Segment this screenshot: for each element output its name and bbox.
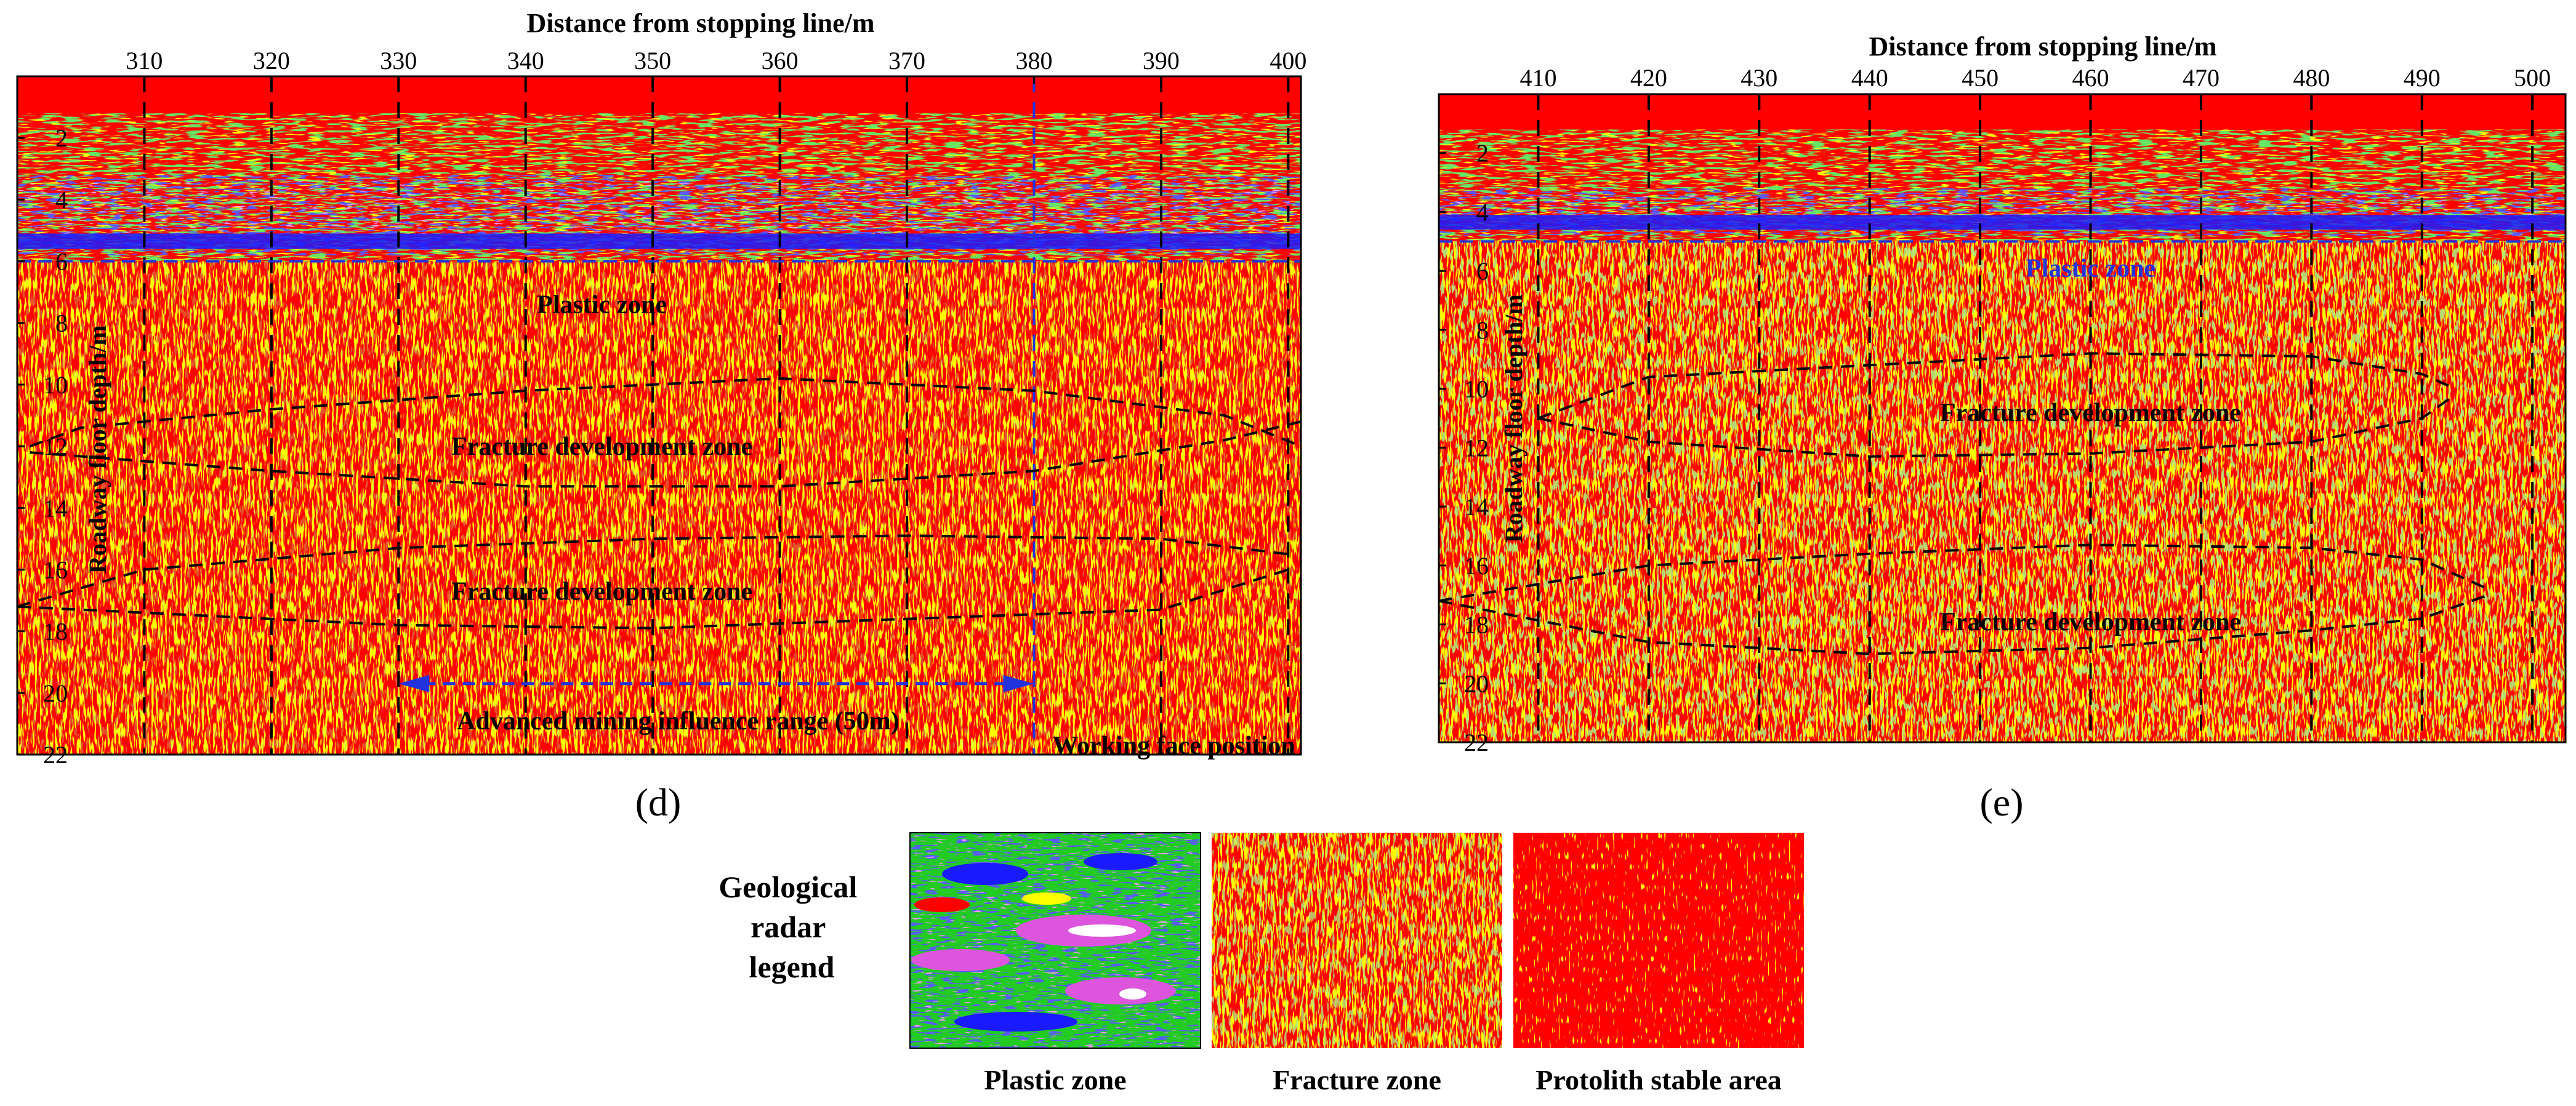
- chart-e-fracture-zone-2-bottom-boundary: [1438, 593, 2489, 655]
- chart-d-top-cap: [17, 76, 1301, 114]
- chart-e-frame: [1438, 93, 2567, 743]
- chart-d-xtick-label: 400: [1270, 47, 1306, 74]
- chart-d-influence-range-arrow-right: [1003, 675, 1034, 692]
- legend-title: Geological radar legend: [718, 870, 864, 984]
- chart-e-ytick-label: 12: [1464, 434, 1489, 462]
- chart-e-ytick-label: 18: [1464, 611, 1489, 639]
- chart-e-ytick-label: 14: [1464, 493, 1489, 521]
- chart-d-ytick-label: 20: [43, 679, 68, 707]
- chart-e-annotation: Plastic zone: [2026, 254, 2155, 283]
- chart-d-title: Distance from stopping line/m: [526, 8, 874, 38]
- chart-e-panel-label: (e): [1979, 780, 2023, 824]
- chart-e-ytick-label: 10: [1464, 375, 1489, 403]
- chart-e-xtick-label: 440: [1851, 64, 1888, 92]
- chart-d-annotation: Fracture development zone: [451, 578, 752, 606]
- chart-e-top-cap: [1439, 94, 2566, 130]
- chart-e-ytick-label: 2: [1476, 140, 1489, 167]
- chart-e-ytick-label: 20: [1464, 670, 1489, 697]
- chart-d-annotation: Plastic zone: [537, 291, 667, 319]
- chart-d-plastic-base-band: [17, 233, 1301, 249]
- chart-e-fracture-zone-1-top-boundary: [1537, 352, 2456, 420]
- chart-d-annotation: Fracture development zone: [451, 433, 752, 461]
- chart-e-ytick-label: 6: [1476, 257, 1489, 285]
- chart-d-xtick-label: 310: [126, 47, 163, 74]
- chart-d-plot-area: 310 320 330 340 350 360 370 380 390 4002468101214…: [16, 47, 1306, 769]
- chart-e-xtick-label: 420: [1630, 64, 1667, 92]
- legend-label-plastic: Plastic zone: [984, 1064, 1126, 1096]
- legend-label-protolith: Protolith stable area: [1536, 1064, 1781, 1096]
- chart-d-frame: [16, 75, 1302, 756]
- chart-d-ytick-label: 14: [43, 494, 68, 522]
- chart-e-xtick-label: 410: [1519, 64, 1556, 92]
- chart-e-xtick-label: 490: [2404, 64, 2441, 92]
- chart-e-fracture-zone-1-bottom-boundary: [1538, 393, 2456, 458]
- chart-e-xtick-label: 430: [1741, 64, 1777, 92]
- chart-d-ylabel: Roadway floor depth/m: [84, 325, 111, 574]
- legend-swatch-protolith: [1513, 833, 1804, 1048]
- chart-d-fracture-texture-green: [17, 261, 1301, 755]
- chart-d-annotation: Advanced mining influence range (50m): [457, 707, 900, 735]
- geological-radar-legend: Geological radar legend: [718, 832, 1804, 1096]
- chart-d-annotation: Working face position: [1052, 732, 1295, 760]
- chart-e-fracture-zone-2-top-boundary: [1438, 543, 2489, 603]
- chart-e-ylabel: Roadway floor depth/m: [1500, 294, 1527, 543]
- legend-title-line-2: radar: [751, 910, 826, 944]
- chart-d-influence-range-arrow-left: [398, 675, 430, 692]
- chart-e-annotation: Fracture development zone: [1940, 608, 2241, 636]
- legend-swatch-fracture: [1212, 833, 1502, 1048]
- chart-d-xtick-label: 350: [634, 47, 671, 74]
- chart-d-ytick-label: 10: [43, 371, 68, 399]
- chart-panel-e: Distance from stopping line/m 410 420 430 4…: [1438, 31, 2567, 824]
- chart-d-xtick-label: 330: [380, 47, 417, 74]
- chart-e-ytick-label: 16: [1464, 552, 1489, 580]
- chart-d-xtick-label: 370: [888, 47, 925, 74]
- chart-d-ytick-label: 18: [43, 618, 68, 646]
- legend-swatch-plastic: [909, 832, 1201, 1049]
- chart-d-xtick-label: 390: [1143, 47, 1180, 74]
- legend-title-line-1: Geological: [718, 870, 857, 904]
- chart-e-ytick-label: 4: [1476, 198, 1489, 226]
- chart-e-xtick-label: 480: [2293, 64, 2330, 92]
- chart-d-fracture-zone-1-bottom-boundary: [30, 420, 1302, 488]
- chart-e-xtick-label: 450: [1962, 64, 1998, 92]
- chart-d-xtick-label: 360: [762, 47, 799, 74]
- chart-e-xtick-label: 470: [2183, 64, 2220, 92]
- chart-panel-d: Distance from stopping line/m 310 320 330 3…: [16, 8, 1306, 824]
- chart-d-fracture-zone-1-top-boundary: [29, 377, 1302, 447]
- chart-e-plot-area: 410 420 430 440 450 460 470 480 490 500 2 4 6 8 10 12 14…: [1438, 64, 2567, 756]
- chart-e-xtick-label: 460: [2072, 64, 2109, 92]
- chart-d-ytick-label: 2: [55, 124, 68, 152]
- chart-e-fracture-texture-green: [1439, 241, 2566, 742]
- chart-d-xtick-label: 320: [253, 47, 290, 74]
- chart-e-annotation: Fracture development zone: [1940, 399, 2241, 427]
- chart-d-panel-label: (d): [635, 780, 682, 824]
- chart-d-ytick-label: 16: [43, 556, 68, 583]
- legend-title-line-3: legend: [749, 950, 835, 984]
- chart-d-xtick-label: 380: [1015, 47, 1052, 74]
- chart-d-plastic-magenta-band: [17, 181, 1301, 243]
- chart-d-xtick-label: 340: [507, 47, 544, 74]
- chart-e-xtick-label: 500: [2514, 64, 2551, 92]
- chart-e-plastic-base-band: [1439, 215, 2566, 230]
- legend-plastic-bands: [911, 853, 1176, 1032]
- chart-d-ytick-label: 6: [55, 248, 68, 276]
- chart-e-title: Distance from stopping line/m: [1869, 31, 2216, 62]
- legend-label-fracture: Fracture zone: [1273, 1064, 1441, 1096]
- chart-e-ytick-label: 8: [1476, 316, 1489, 344]
- chart-d-ytick-label: 8: [55, 310, 68, 337]
- chart-d-ytick-label: 4: [55, 186, 68, 214]
